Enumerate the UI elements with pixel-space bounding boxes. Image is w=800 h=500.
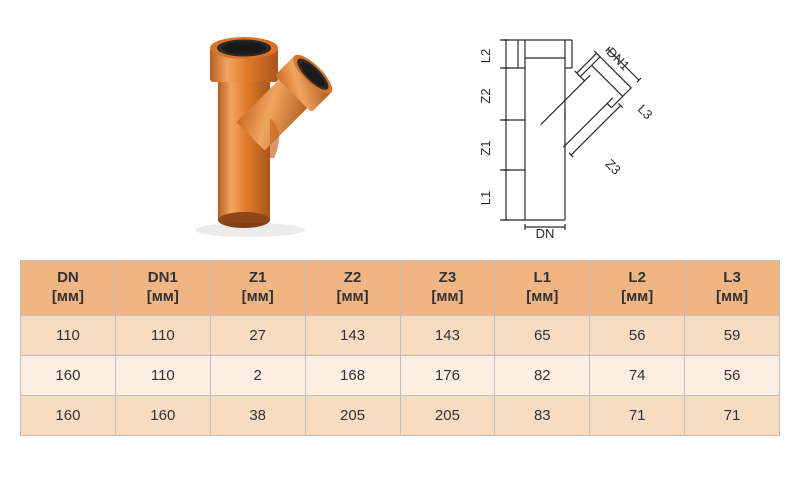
diagram-label-z2: Z2 [478, 88, 493, 103]
table-row: 160 110 2 168 176 82 74 56 [21, 355, 780, 395]
dimension-diagram: L2 Z2 Z1 L1 DN DN1 L3 Z3 [440, 20, 660, 240]
col-l1: L1[мм] [495, 261, 590, 316]
diagram-label-l1: L1 [478, 191, 493, 205]
cell: 143 [305, 315, 400, 355]
diagram-label-l3: L3 [635, 101, 656, 122]
cell: 2 [210, 355, 305, 395]
spec-table: DN[мм] DN1[мм] Z1[мм] Z2[мм] Z3[мм] L1[м… [20, 260, 780, 436]
cell: 38 [210, 395, 305, 435]
table-header-row: DN[мм] DN1[мм] Z1[мм] Z2[мм] Z3[мм] L1[м… [21, 261, 780, 316]
cell: 160 [115, 395, 210, 435]
cell: 160 [21, 355, 116, 395]
cell: 82 [495, 355, 590, 395]
cell: 59 [685, 315, 780, 355]
pipe-photo [140, 20, 360, 240]
cell: 176 [400, 355, 495, 395]
cell: 71 [685, 395, 780, 435]
col-l3: L3[мм] [685, 261, 780, 316]
cell: 27 [210, 315, 305, 355]
col-z1: Z1[мм] [210, 261, 305, 316]
cell: 110 [21, 315, 116, 355]
diagram-label-dn: DN [536, 226, 555, 240]
cell: 143 [400, 315, 495, 355]
col-z3: Z3[мм] [400, 261, 495, 316]
cell: 74 [590, 355, 685, 395]
cell: 56 [590, 315, 685, 355]
cell: 110 [115, 355, 210, 395]
cell: 65 [495, 315, 590, 355]
cell: 56 [685, 355, 780, 395]
col-dn1: DN1[мм] [115, 261, 210, 316]
cell: 168 [305, 355, 400, 395]
table-row: 110 110 27 143 143 65 56 59 [21, 315, 780, 355]
cell: 83 [495, 395, 590, 435]
col-z2: Z2[мм] [305, 261, 400, 316]
diagram-label-z1: Z1 [478, 140, 493, 155]
col-l2: L2[мм] [590, 261, 685, 316]
cell: 160 [21, 395, 116, 435]
cell: 71 [590, 395, 685, 435]
diagram-label-l2: L2 [478, 49, 493, 63]
col-dn: DN[мм] [21, 261, 116, 316]
cell: 205 [305, 395, 400, 435]
cell: 110 [115, 315, 210, 355]
diagram-label-z3: Z3 [603, 156, 624, 177]
illustration-area: L2 Z2 Z1 L1 DN DN1 L3 Z3 [0, 0, 800, 260]
table-row: 160 160 38 205 205 83 71 71 [21, 395, 780, 435]
cell: 205 [400, 395, 495, 435]
